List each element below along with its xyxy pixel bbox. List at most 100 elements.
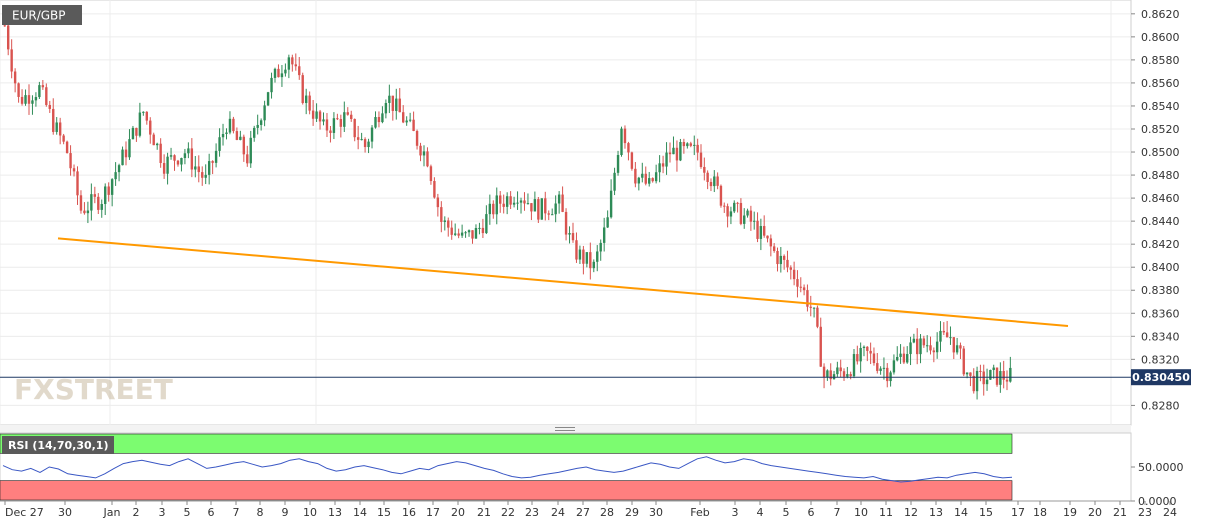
rsi-label: RSI (14,70,30,1) [8, 439, 108, 452]
candle [1002, 360, 1005, 389]
candle [201, 166, 204, 186]
candle-body [52, 108, 55, 132]
candle [104, 183, 107, 216]
candle-body [782, 255, 786, 260]
candle-body [648, 178, 651, 184]
candle [779, 247, 783, 273]
ytick-label-0.8480: 0.8480 [1141, 169, 1180, 182]
candle [876, 353, 879, 374]
candle [259, 118, 263, 131]
candle [17, 82, 20, 103]
candle [502, 194, 505, 214]
candle-body [336, 118, 339, 120]
candle [709, 178, 713, 192]
candle-body [779, 255, 783, 265]
candle [52, 98, 55, 135]
candle-body [55, 122, 58, 132]
candle [464, 231, 467, 238]
candle-body [872, 353, 876, 364]
candle-body [589, 252, 592, 269]
candle [117, 163, 121, 182]
candle [415, 129, 419, 150]
candle-body [90, 194, 93, 211]
candle-body [263, 105, 266, 121]
candle [606, 210, 609, 228]
candle-body [187, 148, 190, 154]
candle [866, 346, 869, 362]
candle [453, 223, 457, 237]
candle-body [989, 369, 992, 380]
candle [540, 198, 544, 220]
candle-body [124, 149, 128, 158]
candle-body [277, 68, 280, 78]
candle-body [169, 155, 173, 157]
candle [989, 369, 992, 381]
candle [311, 100, 315, 126]
xtick-label: 20 [451, 506, 465, 519]
candle-body [228, 118, 232, 133]
candle [945, 321, 949, 338]
candle-body [826, 370, 829, 378]
candle [315, 103, 318, 122]
candle [651, 177, 654, 183]
candle [90, 183, 93, 221]
candle-body [852, 354, 856, 377]
candle-body [686, 143, 689, 147]
xtick-label: 22 [501, 506, 515, 519]
candle [806, 284, 809, 312]
candle-body [630, 152, 634, 169]
candle [842, 368, 846, 381]
candle-body [464, 232, 467, 234]
candle-body [194, 166, 197, 170]
candle-body [176, 160, 180, 165]
candle-body [131, 127, 135, 140]
rsi-ytick-label-0.0000: 0.0000 [1138, 495, 1177, 508]
candle-body [350, 114, 353, 120]
candle-body [816, 307, 819, 327]
pane-splitter[interactable] [0, 425, 1131, 433]
xtick-label: 12 [904, 506, 918, 519]
candle [135, 127, 138, 142]
candle-body [34, 97, 38, 101]
candle [547, 210, 550, 221]
candle [899, 344, 902, 364]
candle [716, 172, 719, 190]
candle [100, 199, 103, 218]
candle-body [578, 249, 582, 260]
candle-body [155, 143, 159, 146]
candle [896, 346, 899, 362]
candle [6, 20, 10, 56]
candle-body [916, 338, 919, 355]
candle-body [942, 330, 946, 333]
xtick-label: 11 [879, 506, 893, 519]
candle [557, 191, 561, 214]
candle-body [551, 214, 554, 216]
candle [723, 202, 726, 213]
xtick-label: 24 [551, 506, 565, 519]
candle [852, 348, 856, 379]
candle [658, 155, 661, 183]
candle [256, 114, 259, 135]
candle-body [945, 332, 949, 338]
candle-body [571, 233, 575, 241]
candle-body [107, 186, 110, 195]
rsi-line [2, 456, 1013, 483]
candle [589, 242, 592, 280]
candle-body [31, 100, 34, 104]
candle [789, 265, 792, 280]
candle-body [114, 172, 117, 180]
candle [492, 200, 495, 219]
candle-body [561, 194, 564, 212]
candle-body [726, 206, 729, 217]
candle-body [86, 210, 90, 214]
candle [812, 307, 816, 318]
candle-body [842, 371, 846, 377]
candle-body [225, 132, 228, 134]
candle [822, 363, 826, 389]
candle-body [145, 111, 148, 121]
candle [786, 250, 789, 273]
candle-body [474, 227, 478, 239]
candle [703, 157, 706, 181]
candle [31, 95, 34, 115]
candle [124, 141, 128, 166]
